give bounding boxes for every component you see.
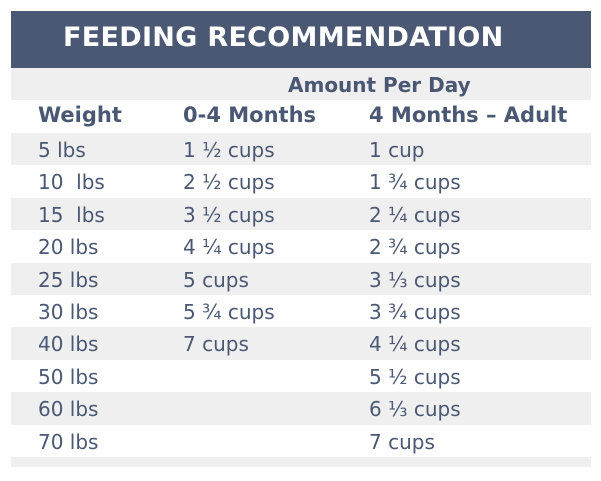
puppy-amount-cell: 4 ¼ cups: [183, 235, 275, 260]
weight-cell: 5 lbs: [38, 138, 86, 162]
adult-amount-cell: 1 cup: [369, 138, 425, 162]
adult-amount-cell: 5 ½ cups: [369, 364, 461, 389]
adult-amount-cell: 7 cups: [369, 429, 435, 454]
adult-amount-cell: 1 ¾ cups: [369, 170, 461, 195]
puppy-amount-cell: 2 ½ cups: [183, 170, 275, 195]
weight-cell: 50 lbs: [38, 364, 99, 389]
puppy-amount-cell: 5 ¾ cups: [183, 299, 275, 324]
column-header-adult: 4 Months – Adult: [369, 103, 568, 127]
table-row: 50 lbs 5 ½ cups: [11, 359, 591, 393]
table-title: FEEDING RECOMMENDATION: [63, 22, 504, 53]
weight-cell: 20 lbs: [38, 235, 99, 260]
table-row: 5 lbs 1 ½ cups 1 cup: [11, 133, 591, 166]
column-header-row: Weight 0-4 Months 4 Months – Adult: [11, 100, 591, 133]
adult-amount-cell: 2 ¼ cups: [369, 202, 461, 227]
adult-amount-cell: 2 ¾ cups: [369, 235, 461, 260]
adult-amount-cell: 3 ¾ cups: [369, 299, 461, 324]
title-bar: FEEDING RECOMMENDATION: [11, 11, 591, 68]
feeding-table: FEEDING RECOMMENDATION Amount Per Day We…: [11, 11, 591, 467]
puppy-amount-cell: 1 ½ cups: [183, 138, 275, 162]
weight-cell: 30 lbs: [38, 299, 99, 324]
adult-amount-cell: 3 ⅓ cups: [369, 267, 461, 292]
table-row: 30 lbs 5 ¾ cups 3 ¾ cups: [11, 294, 591, 328]
table-row: 40 lbs 7 cups 4 ¼ cups: [11, 327, 591, 360]
weight-cell: 25 lbs: [38, 267, 99, 292]
puppy-amount-cell: 5 cups: [183, 267, 249, 292]
weight-cell: 10 lbs: [38, 170, 105, 195]
table-row: 20 lbs 4 ¼ cups 2 ¾ cups: [11, 230, 591, 263]
puppy-amount-cell: 7 cups: [183, 332, 249, 357]
table-row: 15 lbs 3 ½ cups 2 ¼ cups: [11, 197, 591, 231]
table-body: 5 lbs 1 ½ cups 1 cup 10 lbs 2 ½ cups 1 ¾ cups…: [11, 133, 591, 457]
weight-cell: 15 lbs: [38, 202, 105, 227]
puppy-amount-cell: 3 ½ cups: [183, 202, 275, 227]
column-header-weight: Weight: [38, 103, 122, 127]
table-row: 60 lbs 6 ⅓ cups: [11, 392, 591, 425]
adult-amount-cell: 4 ¼ cups: [369, 332, 461, 357]
table-row: 10 lbs 2 ½ cups 1 ¾ cups: [11, 165, 591, 198]
column-header-puppy: 0-4 Months: [183, 103, 317, 127]
weight-cell: 40 lbs: [38, 332, 99, 357]
table-row: 70 lbs 7 cups: [11, 424, 591, 457]
table-row: 25 lbs 5 cups 3 ⅓ cups: [11, 262, 591, 295]
adult-amount-cell: 6 ⅓ cups: [369, 397, 461, 422]
weight-cell: 70 lbs: [38, 429, 99, 454]
weight-cell: 60 lbs: [38, 397, 99, 422]
amount-per-day-label: Amount Per Day: [288, 73, 471, 97]
subheader-row: Amount Per Day: [11, 68, 591, 100]
